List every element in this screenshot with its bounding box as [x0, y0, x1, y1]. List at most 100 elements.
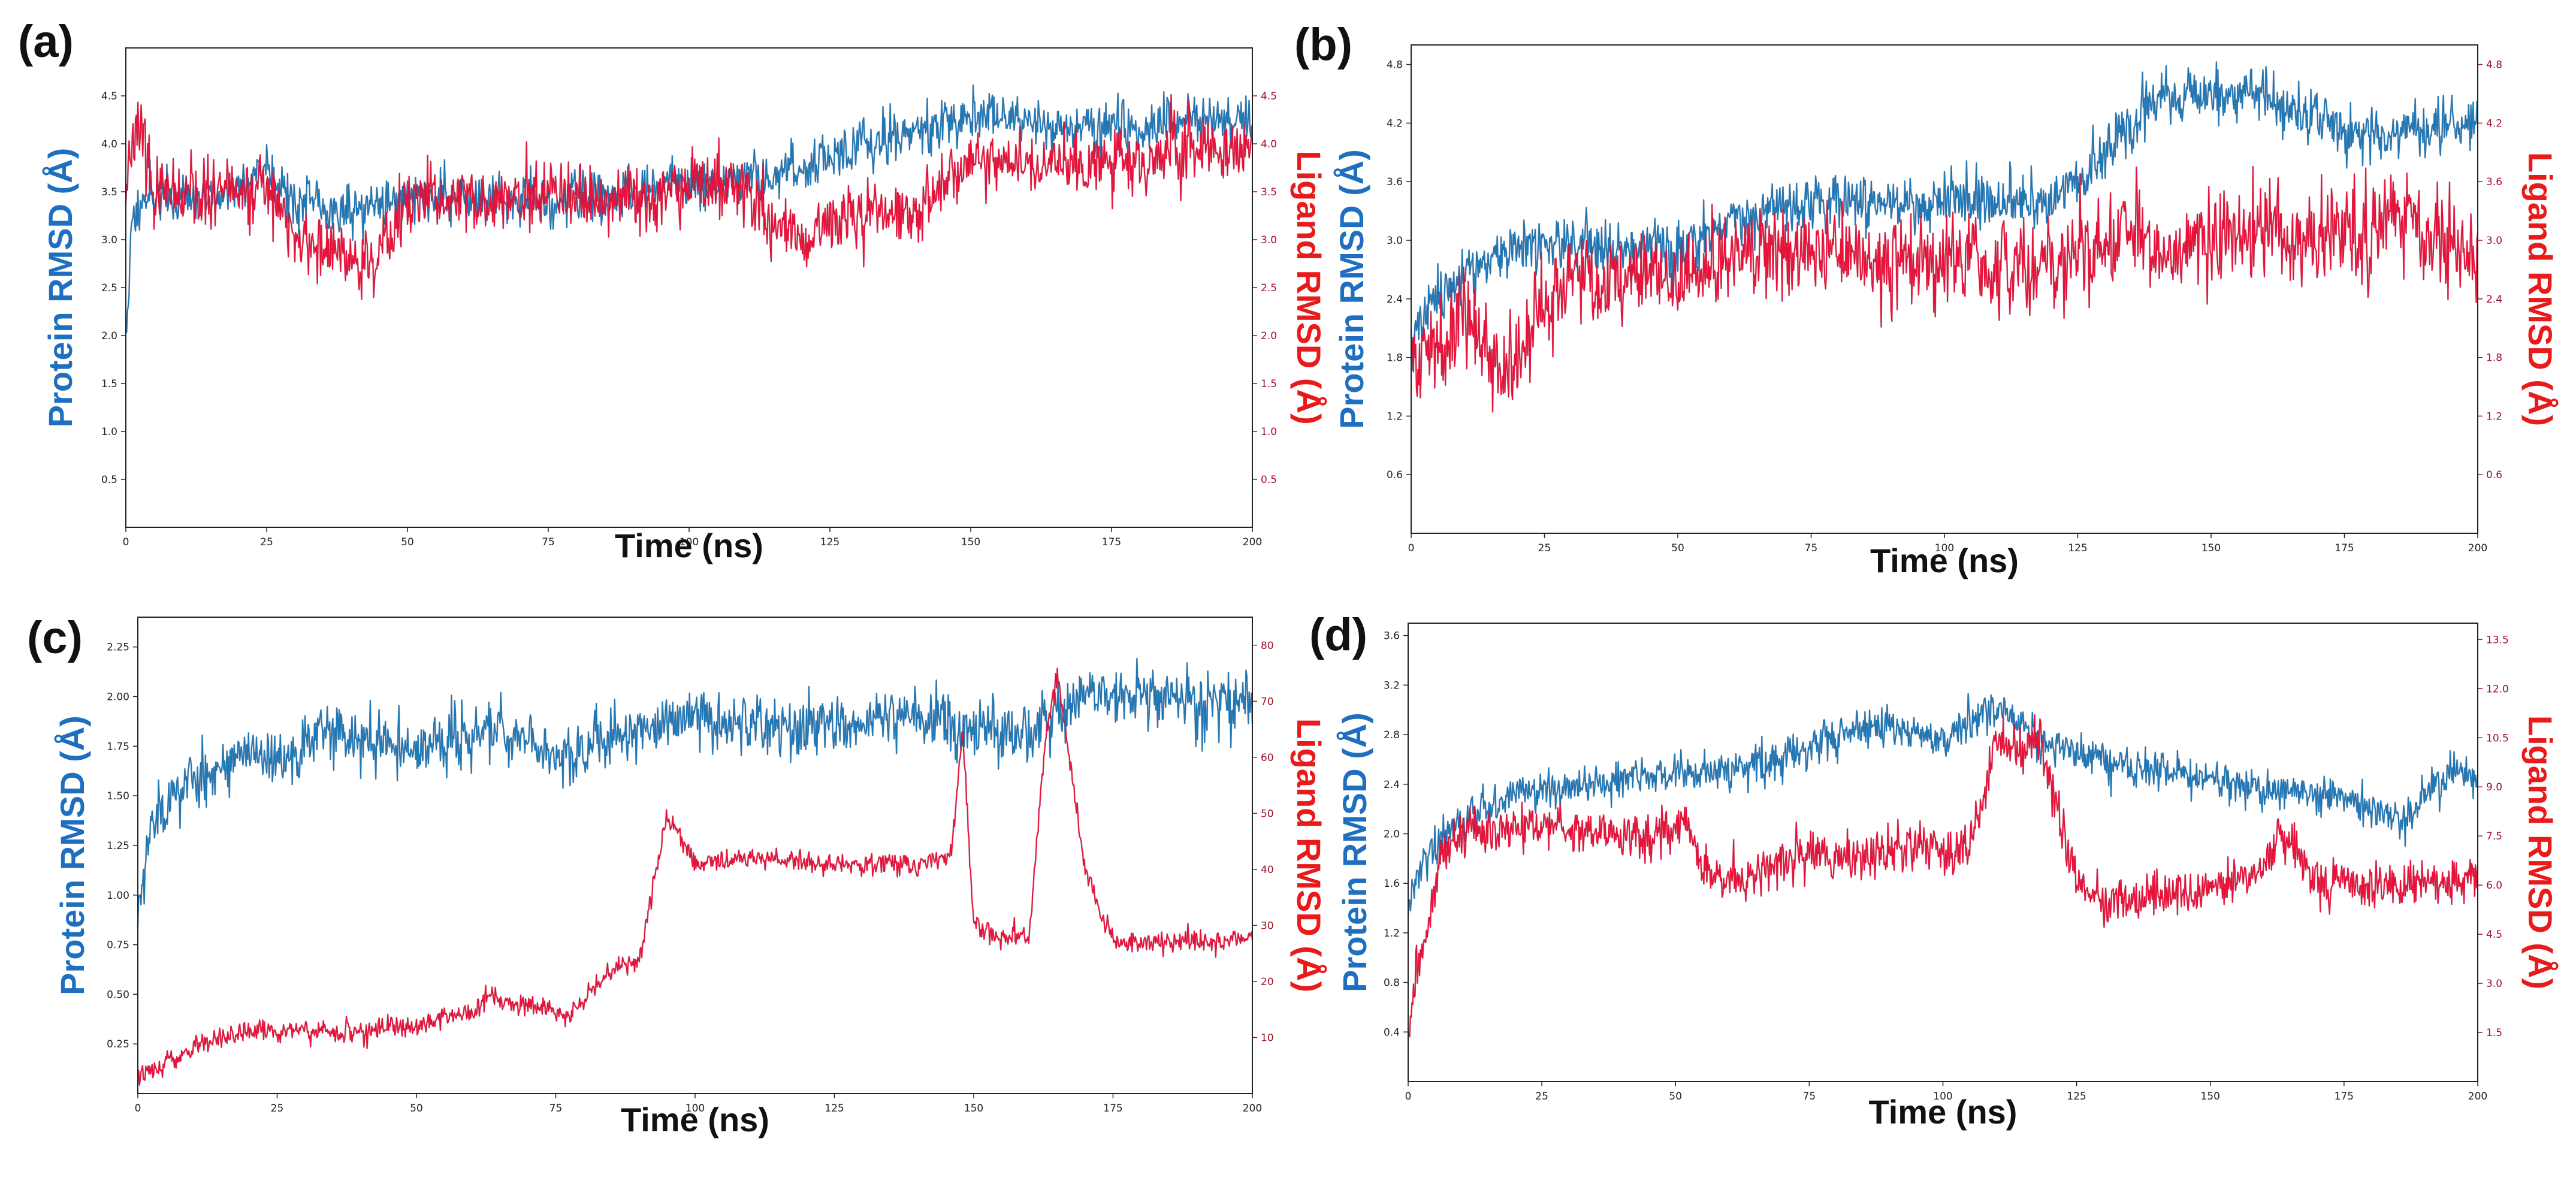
panel-b-left-tick-label: 4.2	[1387, 117, 1403, 129]
panel-d-protein-rmsd-line	[1408, 693, 2478, 917]
panel-a-left-tick-label: 2.5	[101, 282, 117, 294]
panel-b-left-tick-label: 1.2	[1387, 410, 1403, 422]
panel-d-x-tick-label: 125	[2067, 1091, 2086, 1103]
panel-b-right-tick-label: 4.2	[2486, 117, 2502, 129]
panel-d-right-tick-label: 7.5	[2486, 830, 2502, 842]
panel-d-x-tick-label: 200	[2468, 1091, 2487, 1103]
panel-c-left-tick-label: 2.00	[107, 691, 129, 703]
panel-c-left-tick-label: 0.75	[107, 940, 129, 952]
panel-b-ticks: 0 25 50 75 100 125 150 175 200 0.6 1.2 1.8 2.4 3.0 3.6…	[1387, 59, 2502, 554]
panel-b-left-tick-label: 0.6	[1387, 469, 1403, 481]
panel-d-left-tick-label: 3.6	[1384, 630, 1400, 642]
panel-c-ligand-rmsd-line	[137, 668, 1253, 1086]
panel-a-left-axis-title: Protein RMSD (Å)	[41, 148, 79, 428]
panel-c-right-tick-label: 30	[1261, 920, 1274, 932]
panel-a-x-tick-label: 75	[542, 536, 555, 548]
panel-a-left-tick-label: 4.0	[101, 138, 117, 150]
panel-a-left-tick-label: 1.5	[101, 378, 117, 390]
panel-b-x-tick-label: 200	[2468, 542, 2487, 554]
panel-d-plot-frame	[1408, 623, 2478, 1082]
panel-c-right-tick-label: 20	[1261, 976, 1274, 988]
panel-a-series	[125, 84, 1254, 334]
panel-b-right-tick-label: 2.4	[2486, 294, 2502, 306]
panel-b-label: (b)	[1294, 19, 1352, 70]
panel-b-x-tick-label: 75	[1805, 542, 1818, 554]
panel-d-right-tick-label: 4.5	[2486, 929, 2502, 941]
panel-a-left-tick-label: 0.5	[101, 474, 117, 486]
panel-b-x-tick-label: 150	[2201, 542, 2221, 554]
panel-c-left-tick-label: 1.25	[107, 840, 129, 852]
panel-c-x-tick-label: 75	[549, 1103, 563, 1115]
panel-c-right-tick-label: 80	[1261, 640, 1274, 652]
panel-c-x-tick-label: 50	[410, 1103, 423, 1115]
panel-a-x-tick-label: 125	[820, 536, 839, 548]
panel-a-right-tick-label: 1.5	[1261, 378, 1277, 390]
panel-b-left-tick-label: 4.8	[1387, 59, 1403, 71]
panel-d-left-tick-label: 0.4	[1384, 1026, 1400, 1038]
panel-c-right-tick-label: 50	[1261, 808, 1274, 820]
panel-d-right-tick-label: 3.0	[2486, 978, 2502, 990]
panel-a-right-tick-label: 2.0	[1261, 330, 1277, 342]
panel-b-right-tick-label: 4.8	[2486, 59, 2502, 71]
panel-c-label: (c)	[27, 612, 83, 663]
panel-c-left-tick-label: 0.25	[107, 1038, 129, 1050]
panel-a-left-tick-label: 1.0	[101, 426, 117, 438]
panel-c-x-tick-label: 125	[825, 1103, 844, 1115]
panel-d-series	[1407, 693, 2479, 1038]
panel-a-right-tick-label: 4.5	[1261, 90, 1277, 102]
panel-d-left-tick-label: 1.6	[1384, 878, 1400, 890]
panel-d-right-axis-title: Ligand RMSD (Å)	[2521, 715, 2559, 989]
panel-b-right-tick-label: 1.8	[2486, 352, 2502, 364]
panel-c-right-tick-label: 40	[1261, 864, 1274, 876]
panel-c-left-axis-title: Protein RMSD (Å)	[53, 715, 91, 995]
panel-d-left-tick-label: 0.8	[1384, 977, 1400, 989]
panel-c-x-tick-label: 25	[271, 1103, 284, 1115]
panel-d-ligand-rmsd-line	[1408, 714, 2478, 1038]
panel-b-x-tick-label: 0	[1408, 542, 1415, 554]
panel-d-left-tick-label: 3.2	[1384, 679, 1400, 691]
panel-d-label: (d)	[1309, 609, 1367, 660]
panel-c-ticks: 0 25 50 75 100 125 150 175 200 0.25 0.50 0.75 1.00 1.…	[107, 640, 1274, 1115]
panel-a-right-tick-label: 2.5	[1261, 282, 1277, 294]
panel-c-left-tick-label: 1.75	[107, 741, 129, 753]
panel-d-right-tick-label: 13.5	[2486, 634, 2509, 646]
panel-a-right-tick-label: 1.0	[1261, 426, 1277, 438]
panel-d-left-tick-label: 2.4	[1384, 779, 1400, 791]
panel-b-right-axis-title: Ligand RMSD (Å)	[2521, 152, 2559, 426]
panel-d-x-tick-label: 25	[1535, 1091, 1548, 1103]
panel-a-ticks: 0 25 50 75 100 125 150 175 200 0.5 1.0 1.5 2.0 2.5 3.0…	[101, 90, 1277, 548]
panel-b-x-tick-label: 50	[1671, 542, 1684, 554]
panel-d-x-tick-label: 100	[1933, 1091, 1952, 1103]
panel-c-x-tick-label: 200	[1243, 1103, 1262, 1115]
panel-d-x-tick-label: 75	[1803, 1091, 1816, 1103]
panel-d-left-tick-label: 2.8	[1384, 729, 1400, 741]
panel-d-right-tick-label: 12.0	[2486, 683, 2509, 695]
panel-d-right-tick-label: 1.5	[2486, 1027, 2502, 1039]
panel-a-right-tick-label: 3.0	[1261, 234, 1277, 246]
panel-c-right-tick-label: 60	[1261, 752, 1274, 764]
panel-a-right-tick-label: 4.0	[1261, 138, 1277, 150]
panel-a-x-tick-label: 150	[961, 536, 980, 548]
panel-d-x-axis-title: Time (ns)	[1869, 1093, 2018, 1131]
panel-a-right-axis-title: Ligand RMSD (Å)	[1290, 150, 1328, 424]
panel-d: (d) 0 25 50 75 100 125 150 175 200 0.4 0.8 1.2 1.6 2.…	[1309, 609, 2559, 1131]
panel-b-protein-rmsd-line	[1411, 61, 2478, 371]
panel-a-right-tick-label: 3.5	[1261, 186, 1277, 198]
panel-d-right-tick-label: 6.0	[2486, 880, 2502, 892]
panel-c-x-tick-label: 175	[1103, 1103, 1122, 1115]
panel-c-left-tick-label: 0.50	[107, 989, 129, 1001]
panel-c-x-tick-label: 150	[964, 1103, 983, 1115]
panel-b-plot-frame	[1411, 44, 2478, 534]
panel-a-plot-frame	[125, 47, 1253, 528]
panel-d-ticks: 0 25 50 75 100 125 150 175 200 0.4 0.8 1.2 1.6 2.0 2.4…	[1384, 630, 2509, 1103]
panel-a-x-tick-label: 25	[260, 536, 273, 548]
panel-a-left-tick-label: 3.0	[101, 234, 117, 246]
panel-b-left-axis-title: Protein RMSD (Å)	[1333, 149, 1370, 429]
panel-a-x-tick-label: 100	[680, 536, 699, 548]
panel-b-left-tick-label: 3.6	[1387, 176, 1403, 188]
panel-d-left-axis-title: Protein RMSD (Å)	[1336, 712, 1373, 992]
panel-d-left-tick-label: 2.0	[1384, 828, 1400, 840]
panel-c-left-tick-label: 2.25	[107, 642, 129, 654]
